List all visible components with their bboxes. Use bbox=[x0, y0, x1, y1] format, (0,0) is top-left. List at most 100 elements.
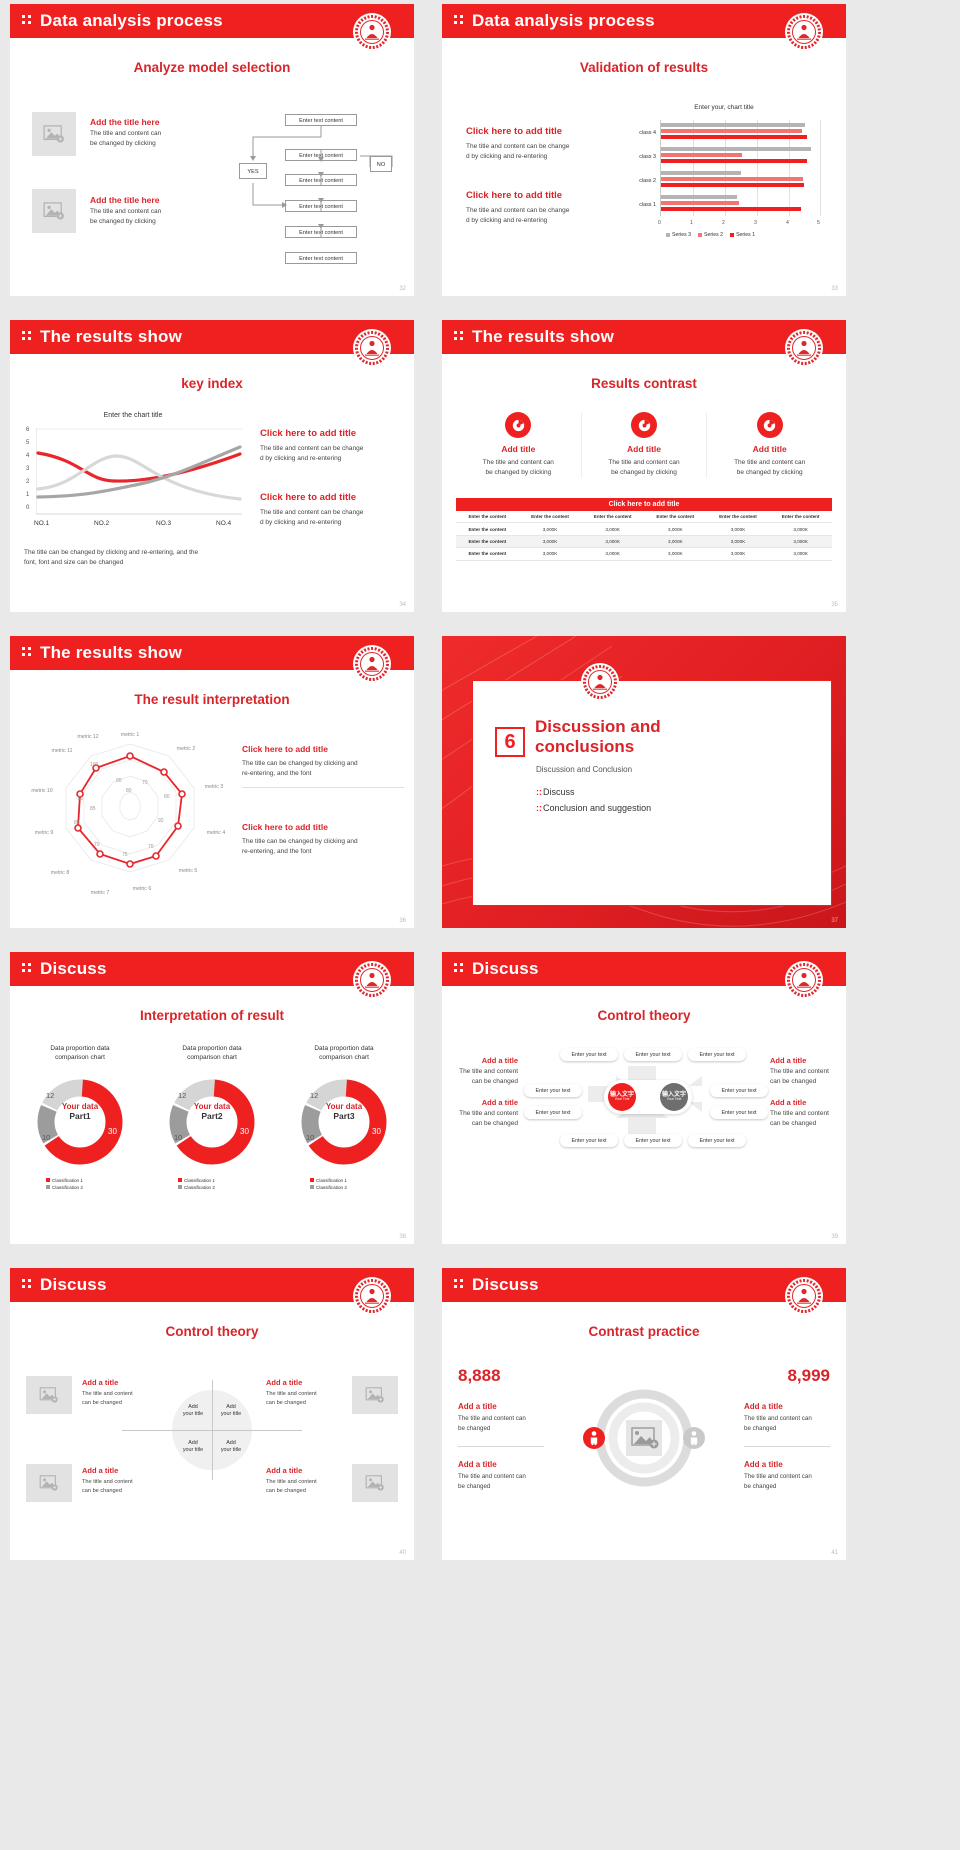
svg-text:10: 10 bbox=[306, 1133, 314, 1142]
center-rings-graphic bbox=[583, 1389, 705, 1487]
mid-right-pill-2[interactable]: Enter your text bbox=[710, 1106, 768, 1119]
donut-legend-1: Classification 1 Classification 2 bbox=[46, 1178, 83, 1192]
svg-text:90: 90 bbox=[116, 778, 122, 784]
seal-logo-icon bbox=[353, 961, 391, 999]
seal-logo-icon bbox=[785, 1277, 823, 1315]
left-big-number: 8,888 bbox=[458, 1366, 501, 1385]
donut-caption-3: Data proportion data comparison chart bbox=[314, 1045, 374, 1062]
svg-text:12: 12 bbox=[310, 1091, 318, 1100]
block-title-1: Click here to add title bbox=[242, 744, 328, 754]
center-circle-1[interactable]: 输入文字 Your Text bbox=[608, 1083, 636, 1111]
svg-text:70: 70 bbox=[148, 844, 154, 850]
page-title: The result interpretation bbox=[134, 692, 290, 707]
cat-class1: class 1 bbox=[639, 202, 656, 208]
table: Enter the content Enter the content Ente… bbox=[456, 511, 832, 561]
mid-left-pill-1[interactable]: Enter your text bbox=[524, 1084, 582, 1097]
image-placeholder-2[interactable] bbox=[32, 189, 76, 233]
mid-right-pill-1[interactable]: Enter your text bbox=[710, 1084, 768, 1097]
svg-text:metric 4: metric 4 bbox=[207, 830, 226, 836]
center-circle-2[interactable]: 输入文字 Your Text bbox=[660, 1083, 688, 1111]
block-body-1: The title can be changed by clicking and… bbox=[242, 760, 358, 777]
slide-34[interactable]: The results show key index Enter the cha… bbox=[10, 320, 414, 612]
mid-left-pill-2[interactable]: Enter your text bbox=[524, 1106, 582, 1119]
block-title-2: Click here to add title bbox=[260, 492, 357, 503]
slide-41[interactable]: Discuss Contrast practice 8,888 Add a ti… bbox=[442, 1268, 846, 1560]
dots-icon bbox=[454, 961, 465, 975]
xtick-1: NO.2 bbox=[94, 520, 110, 527]
slide-number: 33 bbox=[831, 286, 838, 292]
plot-area bbox=[36, 428, 242, 515]
bar-class3-s2 bbox=[661, 153, 742, 157]
flow-decision-yes[interactable]: YES bbox=[239, 163, 267, 179]
slide-33[interactable]: Data analysis process Validation of resu… bbox=[442, 4, 846, 296]
slide-header-bar: Discuss bbox=[10, 1268, 414, 1302]
slide-37[interactable]: 6 Discussion and conclusions Discussion … bbox=[442, 636, 846, 928]
image-placeholder-1[interactable] bbox=[26, 1376, 72, 1414]
center-label-1[interactable]: Add your title bbox=[182, 1404, 204, 1418]
bar-class2-s3 bbox=[661, 171, 741, 175]
page-title: key index bbox=[181, 376, 243, 391]
plot-area bbox=[660, 120, 821, 216]
xtick-3: 3 bbox=[754, 220, 757, 226]
donut-chart-3: 12 30 10 bbox=[301, 1079, 387, 1165]
image-placeholder-4[interactable] bbox=[352, 1464, 398, 1502]
dots-icon bbox=[454, 1277, 465, 1291]
dots-icon bbox=[22, 961, 33, 975]
quad-title-1: Add a title bbox=[82, 1378, 119, 1387]
image-placeholder-2[interactable] bbox=[352, 1376, 398, 1414]
card-2[interactable]: Add title The title and content can be c… bbox=[582, 412, 708, 478]
bottom-pill-1[interactable]: Enter your text bbox=[560, 1134, 618, 1147]
quad-title-2: Add a title bbox=[266, 1378, 303, 1387]
table-band-title: Click here to add title bbox=[456, 498, 832, 511]
bullet-1: ::Discuss bbox=[536, 787, 575, 797]
left-divider-1 bbox=[458, 1446, 544, 1447]
th-2: Enter the content bbox=[581, 511, 644, 524]
bottom-pill-2[interactable]: Enter your text bbox=[624, 1134, 682, 1147]
image-placeholder-3[interactable] bbox=[26, 1464, 72, 1502]
svg-text:85: 85 bbox=[90, 806, 96, 812]
left-title-1: Add a title bbox=[458, 1402, 497, 1411]
card-3[interactable]: Add title The title and content can be c… bbox=[707, 412, 832, 478]
card-1[interactable]: Add title The title and content can be c… bbox=[456, 412, 582, 478]
th-0: Enter the content bbox=[456, 511, 519, 524]
right-title-2: Add a title bbox=[744, 1460, 783, 1469]
slide-32[interactable]: Data analysis process Analyze model sele… bbox=[10, 4, 414, 296]
slide-36[interactable]: The results show The result interpretati… bbox=[10, 636, 414, 928]
seal-logo-icon bbox=[353, 645, 391, 683]
slide-header-bar: Discuss bbox=[442, 952, 846, 986]
divider-horizontal bbox=[122, 1430, 302, 1431]
image-placeholder-1[interactable] bbox=[32, 112, 76, 156]
top-pill-1[interactable]: Enter your text bbox=[560, 1048, 618, 1061]
center-label-4[interactable]: Add your title bbox=[220, 1440, 242, 1454]
right-body-2: The title and content can be changed bbox=[744, 1473, 812, 1490]
slide-35[interactable]: The results show Results contrast Add ti… bbox=[442, 320, 846, 612]
card-title-3: Add title bbox=[752, 444, 787, 454]
donut-legend-2: Classification 1 Classification 2 bbox=[178, 1178, 215, 1192]
block-title-1: Click here to add title bbox=[466, 126, 563, 137]
center-label-3[interactable]: Add your title bbox=[182, 1440, 204, 1454]
block-body-1: The title and content can be changed by … bbox=[90, 130, 162, 147]
results-table: Click here to add title Enter the conten… bbox=[456, 498, 832, 561]
page-title: Contrast practice bbox=[588, 1324, 700, 1339]
svg-text:metric 12: metric 12 bbox=[77, 734, 98, 740]
bar-class2-s1 bbox=[661, 183, 804, 187]
ytick-2: 2 bbox=[26, 479, 30, 485]
th-1: Enter the content bbox=[518, 511, 582, 524]
slide-38[interactable]: Discuss Interpretation of result Data pr… bbox=[10, 952, 414, 1244]
slide-header-bar: Data analysis process bbox=[442, 4, 846, 38]
card-body-2: The title and content can be changed by … bbox=[608, 459, 680, 476]
svg-text:metric 3: metric 3 bbox=[205, 784, 224, 790]
svg-text:85: 85 bbox=[74, 820, 80, 826]
center-label-2[interactable]: Add your title bbox=[220, 1404, 242, 1418]
flow-node-1[interactable]: Enter text content bbox=[285, 114, 357, 126]
right-divider-1 bbox=[744, 1446, 830, 1447]
bottom-pill-3[interactable]: Enter your text bbox=[688, 1134, 746, 1147]
slide-40[interactable]: Discuss Control theory Add a title The t… bbox=[10, 1268, 414, 1560]
xtick-2: NO.3 bbox=[156, 520, 172, 527]
top-pill-2[interactable]: Enter your text bbox=[624, 1048, 682, 1061]
bullet-dot-icon: :: bbox=[536, 803, 542, 813]
top-pill-3[interactable]: Enter your text bbox=[688, 1048, 746, 1061]
slide-39[interactable]: Discuss Control theory Add a title The t… bbox=[442, 952, 846, 1244]
flow-node-6[interactable]: Enter text content bbox=[285, 252, 357, 264]
right-block-1: Add a title The title and content can be… bbox=[770, 1056, 829, 1085]
